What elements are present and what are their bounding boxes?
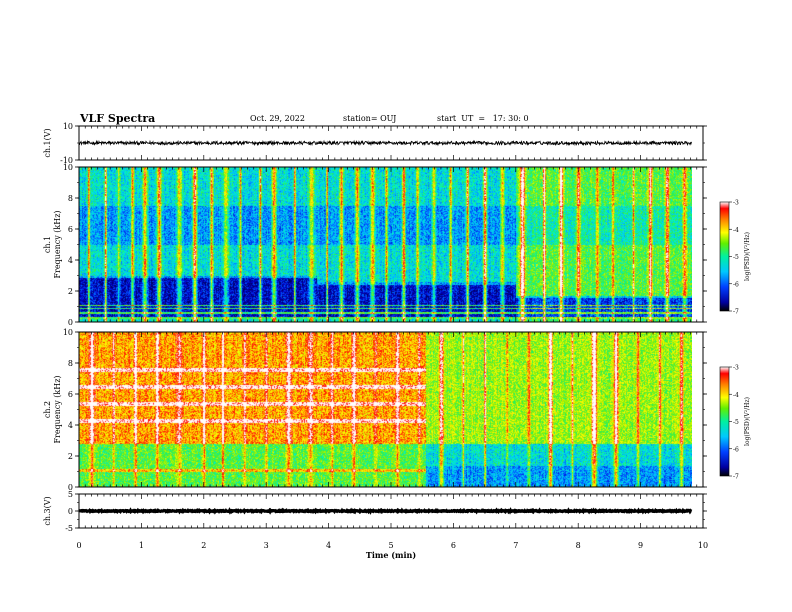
y-tick-label: 10 (63, 328, 73, 337)
colorbar-tick-label: -7 (733, 309, 739, 316)
y-tick-label: 8 (68, 194, 73, 203)
colorbar-tick-label: -6 (733, 446, 739, 453)
recording-date: Oct. 29, 2022 (250, 114, 305, 123)
chart-title: VLF Spectra (80, 112, 156, 125)
colorbar-tick-label: -4 (733, 392, 739, 399)
y-axis-label: ch.1(V) (43, 128, 52, 157)
ch3-trace (78, 507, 693, 515)
y-tick-label: 10 (63, 122, 73, 131)
colorbar-tick-label: -3 (733, 200, 739, 207)
x-axis-label: Time (min) (366, 550, 416, 560)
colorbar-tick-label: -5 (733, 254, 739, 261)
x-tick-label: 9 (638, 541, 643, 550)
y-tick-label: 6 (68, 390, 73, 399)
x-tick-label: 10 (698, 541, 708, 550)
colorbar-tick-label: -6 (733, 281, 739, 288)
colorbar-tick-label: -7 (733, 474, 739, 481)
colorbar-tick-label: -4 (733, 227, 739, 234)
colorbar-tick-label: -3 (733, 365, 739, 372)
spectrogram-ch2 (79, 332, 692, 487)
ch1-trace (78, 139, 692, 147)
x-tick-label: 0 (76, 541, 81, 550)
x-tick-label: 1 (139, 541, 144, 550)
spectrogram-ch1 (79, 167, 692, 322)
x-tick-label: 3 (264, 541, 269, 550)
x-tick-label: 4 (326, 541, 331, 550)
ch2-colorbar (719, 366, 730, 477)
station-label: station= OUJ (343, 114, 397, 123)
y-tick-label: 5 (68, 490, 73, 499)
y-tick-label: 10 (63, 163, 73, 172)
y-tick-label: -10 (60, 156, 73, 165)
y-tick-label: 0 (68, 483, 73, 492)
y-tick-label: 8 (68, 359, 73, 368)
start-time-label: start UT = 17: 30: 0 (437, 114, 529, 123)
x-tick-label: 2 (201, 541, 206, 550)
colorbar-tick-label: -5 (733, 419, 739, 426)
y-axis-label: ch.3(V) (43, 496, 52, 525)
y-axis-label: ch.1 (43, 236, 52, 253)
y-tick-label: 4 (68, 421, 73, 430)
y-tick-label: 0 (68, 507, 73, 516)
x-tick-label: 7 (513, 541, 518, 550)
y-tick-label: -5 (65, 524, 73, 533)
y-tick-label: 0 (68, 318, 73, 327)
ch1-colorbar (719, 201, 730, 312)
y-axis-label: Frequency (kHz) (53, 375, 62, 443)
spectrogram-images (79, 167, 692, 487)
y-tick-label: 2 (68, 287, 73, 296)
colorbar-label: log(PSD)(V²/Hz) (744, 397, 751, 446)
y-tick-label: 4 (68, 256, 73, 265)
y-axis-label: Frequency (kHz) (53, 210, 62, 278)
y-axis-label: ch.2 (43, 401, 52, 418)
colorbar-label: log(PSD)(V²/Hz) (744, 232, 751, 281)
x-tick-label: 8 (576, 541, 581, 550)
x-tick-label: 5 (388, 541, 393, 550)
y-tick-label: 6 (68, 225, 73, 234)
y-tick-label: 2 (68, 452, 73, 461)
x-tick-label: 6 (451, 541, 456, 550)
